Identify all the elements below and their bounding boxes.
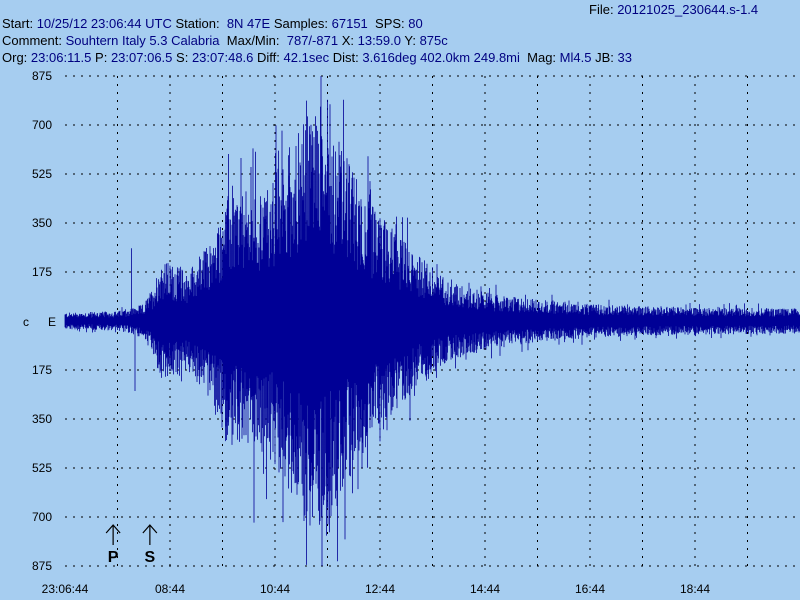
y-tick-label: 175 <box>32 265 52 279</box>
file-value: 20121025_230644.s-1.4 <box>617 2 759 17</box>
mag-value: Ml4.5 <box>559 50 592 65</box>
marker-s: S <box>142 524 158 566</box>
marker-label: P <box>108 549 119 566</box>
trace-path <box>64 76 800 566</box>
y-tick-label: 350 <box>32 216 52 230</box>
x-tick-label: 12:44 <box>365 582 395 596</box>
mag-label: Mag: <box>527 50 557 65</box>
y-tick-label: 875 <box>32 69 52 83</box>
y-tick-label: 875 <box>32 559 52 573</box>
x-tick-label: 10:44 <box>260 582 290 596</box>
maxmin-value: 787/-871 <box>286 33 339 48</box>
station-label: Station: <box>175 16 220 31</box>
samples-label: Samples: <box>273 16 329 31</box>
y-axis-ticks: 875 700 525 350 175 175 350 525 700 875 <box>32 69 52 573</box>
start-value: 10/25/12 23:06:44 UTC <box>36 16 172 31</box>
maxmin-label: Max/Min: <box>226 33 280 48</box>
x-tick-label: 08:44 <box>155 582 185 596</box>
p-label: P: <box>95 50 108 65</box>
diff-label: Diff: <box>257 50 280 65</box>
y-value: 875c <box>419 33 448 48</box>
y-tick-label: 525 <box>32 461 52 475</box>
seismic-trace <box>64 76 800 566</box>
x-value: 13:59.0 <box>357 33 401 48</box>
org-value: 23:06:11.5 <box>30 50 92 65</box>
file-info: File: 20121025_230644.s-1.4 <box>589 1 758 18</box>
marker-label: S <box>145 549 156 566</box>
y-tick-label: 700 <box>32 510 52 524</box>
jb-value: 33 <box>617 50 632 65</box>
comment-value: Souhtern Italy 5.3 Calabria <box>65 33 220 48</box>
x-tick-label: 18:44 <box>680 582 710 596</box>
y-tick-label: 175 <box>32 363 52 377</box>
org-label: Org: <box>2 50 28 65</box>
marker-p: P <box>105 524 121 566</box>
s-value: 23:07:48.6 <box>191 50 254 65</box>
header-line-1: Start: 10/25/12 23:06:44 UTC Station: 8N… <box>2 15 423 32</box>
x-label: X: <box>341 33 354 48</box>
diff-value: 42.1sec <box>283 50 330 65</box>
x-tick-label: 14:44 <box>470 582 500 596</box>
sps-value: 80 <box>408 16 423 31</box>
header-line-2: Comment: Souhtern Italy 5.3 Calabria Max… <box>2 32 448 49</box>
start-label: Start: <box>2 16 34 31</box>
arrow-up-icon <box>105 524 121 534</box>
header-line-3: Org: 23:06:11.5 P: 23:07:06.5 S: 23:07:4… <box>2 49 632 66</box>
y-tick-label: 700 <box>32 118 52 132</box>
center-label-c: c <box>23 315 29 329</box>
arrow-up-icon <box>142 524 158 534</box>
x-axis-ticks: 23:06:44 08:44 10:44 12:44 14:44 16:44 18:44 <box>42 582 711 596</box>
file-label: File: <box>589 2 614 17</box>
x-tick-label: 16:44 <box>575 582 605 596</box>
comment-label: Comment: <box>2 33 62 48</box>
dist-label: Dist: <box>332 50 359 65</box>
dist-value: 3.616deg 402.0km 249.8mi <box>362 50 520 65</box>
sps-label: SPS: <box>375 16 405 31</box>
jb-label: JB: <box>595 50 614 65</box>
center-label-e: E <box>48 315 56 329</box>
x-tick-label: 23:06:44 <box>42 582 89 596</box>
samples-value: 67151 <box>331 16 368 31</box>
station-value: 8N 47E <box>226 16 271 31</box>
s-label: S: <box>176 50 189 65</box>
y-tick-label: 350 <box>32 412 52 426</box>
y-label: Y: <box>404 33 416 48</box>
p-value: 23:07:06.5 <box>110 50 173 65</box>
y-tick-label: 525 <box>32 167 52 181</box>
